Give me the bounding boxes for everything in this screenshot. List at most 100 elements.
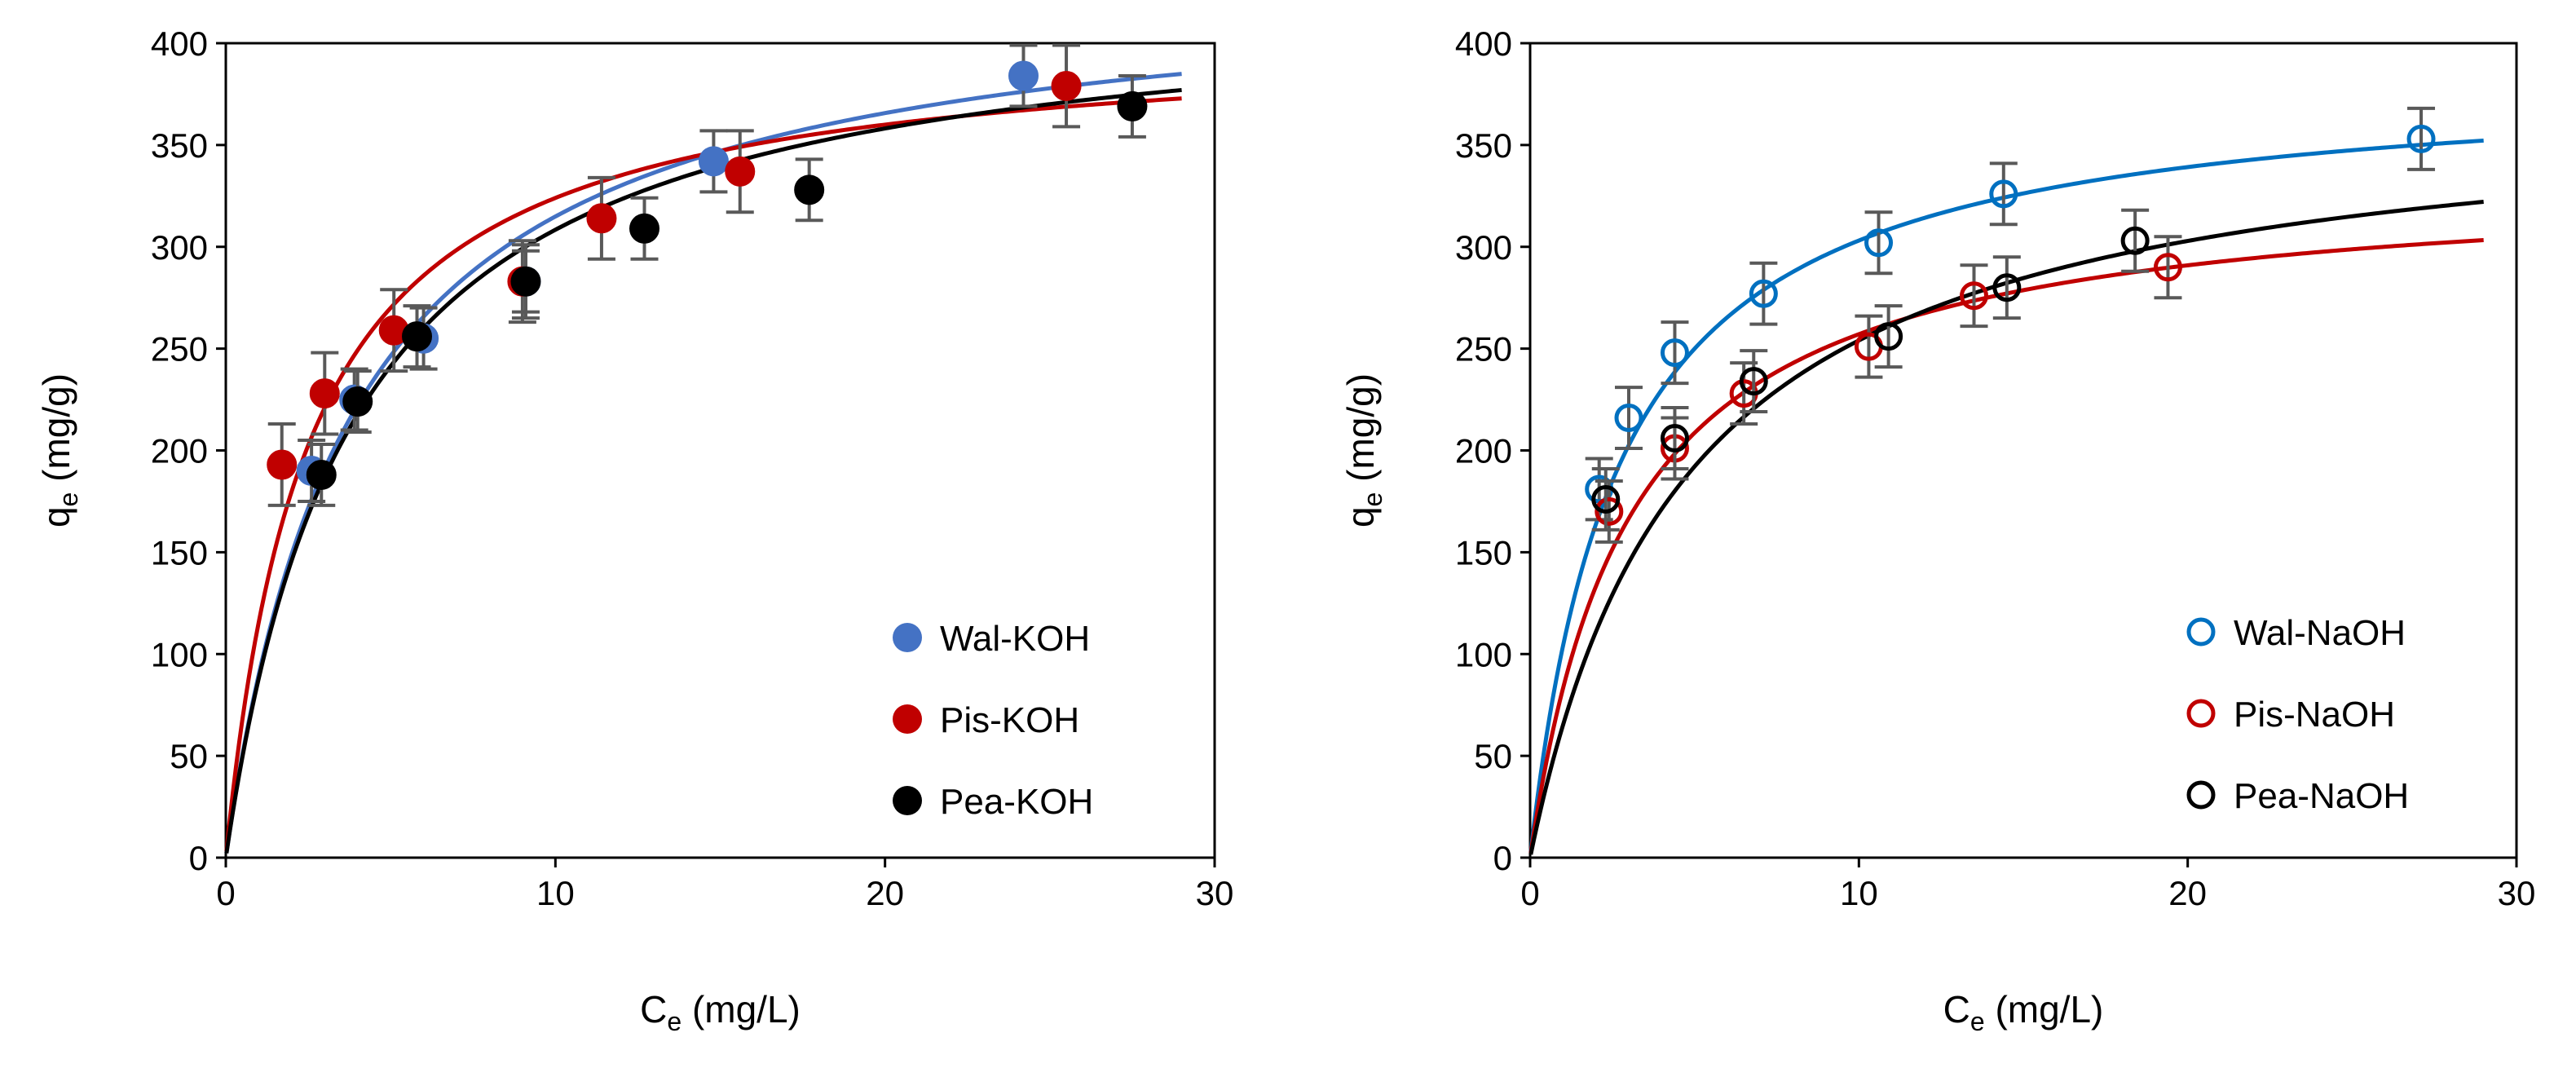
data-point bbox=[1008, 60, 1039, 91]
error-bar bbox=[1740, 349, 1768, 414]
legend-item-wal-naoh: Wal-NaOH bbox=[2186, 613, 2406, 653]
y-tick-label: 0 bbox=[189, 839, 208, 877]
data-point bbox=[2120, 226, 2150, 255]
y-tick-label: 250 bbox=[1455, 330, 1512, 369]
chart-left: 0 50 100 150 200 250 300 350 400 0 10 20 30 Ce (mg/L)… bbox=[35, 24, 1233, 1036]
series-wal-koh bbox=[296, 43, 1039, 503]
error-bar bbox=[2121, 208, 2150, 273]
legend-marker bbox=[893, 623, 922, 652]
data-point bbox=[1051, 70, 1082, 101]
error-bar bbox=[1661, 406, 1689, 470]
data-point bbox=[794, 174, 825, 205]
error-bar bbox=[1661, 320, 1689, 386]
y-tick-label: 150 bbox=[151, 533, 208, 572]
error-bar bbox=[1864, 210, 1893, 276]
y-tick-label: 50 bbox=[170, 737, 208, 775]
data-point bbox=[1660, 424, 1689, 453]
legend: Wal-KOH Pis-KOH Pea-KOH bbox=[893, 619, 1093, 822]
data-point bbox=[402, 321, 433, 352]
data-point bbox=[2406, 124, 2436, 153]
legend-label: Pis-NaOH bbox=[2234, 695, 2395, 735]
data-point bbox=[1614, 404, 1643, 433]
y-tick-label: 400 bbox=[151, 24, 208, 63]
series-wal-naoh bbox=[1585, 106, 2436, 522]
data-point bbox=[306, 459, 337, 490]
data-point bbox=[1989, 179, 2018, 209]
data-point bbox=[586, 203, 617, 234]
legend-label: Wal-KOH bbox=[940, 619, 1090, 659]
y-tick-label: 250 bbox=[151, 330, 208, 369]
data-point bbox=[2153, 253, 2182, 282]
legend-marker bbox=[2186, 699, 2216, 728]
x-axis-title: Ce (mg/L) bbox=[1943, 988, 2104, 1036]
y-tick-label: 350 bbox=[151, 126, 208, 165]
series-pea-naoh bbox=[1591, 208, 2150, 532]
data-point bbox=[342, 386, 373, 417]
legend-label: Pis-KOH bbox=[940, 700, 1079, 740]
data-point bbox=[1960, 281, 1988, 311]
error-bar bbox=[1591, 466, 1620, 532]
data-point bbox=[698, 146, 729, 177]
error-bar bbox=[1992, 255, 2021, 320]
data-point bbox=[1749, 279, 1778, 308]
x-tick-label: 30 bbox=[1196, 874, 1234, 912]
data-point bbox=[510, 266, 541, 297]
data-point bbox=[1739, 367, 1768, 396]
x-tick-label: 10 bbox=[536, 874, 575, 912]
legend-marker bbox=[2186, 780, 2216, 810]
data-point bbox=[1595, 496, 1624, 526]
x-tick-label: 20 bbox=[866, 874, 904, 912]
legend-label: Wal-NaOH bbox=[2234, 613, 2406, 653]
error-bar bbox=[1874, 304, 1903, 369]
error-bar bbox=[1989, 161, 2018, 227]
y-tick-label: 0 bbox=[1493, 839, 1512, 877]
data-point bbox=[1660, 338, 1689, 368]
y-tick-label: 300 bbox=[151, 228, 208, 267]
y-axis-title: qe (mg/g) bbox=[35, 373, 83, 527]
legend-marker bbox=[2186, 617, 2216, 647]
y-axis-title: qe (mg/g) bbox=[1339, 373, 1387, 527]
y-tick-label: 300 bbox=[1455, 228, 1512, 267]
y-tick-label: 350 bbox=[1455, 126, 1512, 165]
y-tick-label: 400 bbox=[1455, 24, 1512, 63]
legend-label: Pea-NaOH bbox=[2234, 776, 2409, 816]
legend: Wal-NaOH Pis-NaOH Pea-NaOH bbox=[2186, 613, 2409, 816]
data-point bbox=[725, 156, 756, 187]
data-point bbox=[1591, 484, 1621, 514]
x-tick-label: 0 bbox=[1520, 874, 1539, 912]
legend-marker bbox=[893, 704, 922, 734]
x-tick-label: 0 bbox=[216, 874, 235, 912]
data-point bbox=[1874, 322, 1903, 351]
legend-marker bbox=[893, 786, 922, 815]
y-tick-label: 100 bbox=[151, 635, 208, 673]
y-tick-label: 200 bbox=[1455, 432, 1512, 470]
legend-label: Pea-KOH bbox=[940, 782, 1093, 822]
series-pea-koh bbox=[306, 73, 1148, 507]
error-bar bbox=[2154, 235, 2182, 300]
data-point bbox=[1864, 228, 1894, 258]
x-tick-label: 10 bbox=[1840, 874, 1878, 912]
error-bar bbox=[1855, 314, 1883, 379]
y-tick-label: 100 bbox=[1455, 635, 1512, 673]
x-tick-label: 30 bbox=[2498, 874, 2536, 912]
chart-right: 0 50 100 150 200 250 300 350 400 0 10 20 30 Ce (mg/L)… bbox=[1339, 24, 2535, 1036]
error-bar bbox=[1960, 263, 1988, 329]
legend-item-pea-naoh: Pea-NaOH bbox=[2186, 776, 2409, 816]
error-bar bbox=[1749, 261, 1778, 326]
data-point bbox=[629, 213, 660, 244]
legend-item-pis-koh: Pis-KOH bbox=[893, 700, 1079, 740]
legend-item-pis-naoh: Pis-NaOH bbox=[2186, 695, 2395, 735]
fit-curve-wal-naoh bbox=[1528, 138, 2484, 853]
data-point bbox=[309, 378, 340, 409]
error-bar bbox=[1615, 386, 1643, 451]
data-point bbox=[1117, 90, 1148, 121]
error-bar bbox=[2407, 106, 2436, 171]
series-pis-naoh bbox=[1595, 235, 2182, 544]
legend-item-wal-koh: Wal-KOH bbox=[893, 619, 1090, 659]
data-point bbox=[1992, 273, 2022, 302]
legend-item-pea-koh: Pea-KOH bbox=[893, 782, 1093, 822]
data-point bbox=[267, 449, 298, 480]
y-tick-label: 150 bbox=[1455, 533, 1512, 572]
x-axis-title: Ce (mg/L) bbox=[640, 988, 801, 1036]
